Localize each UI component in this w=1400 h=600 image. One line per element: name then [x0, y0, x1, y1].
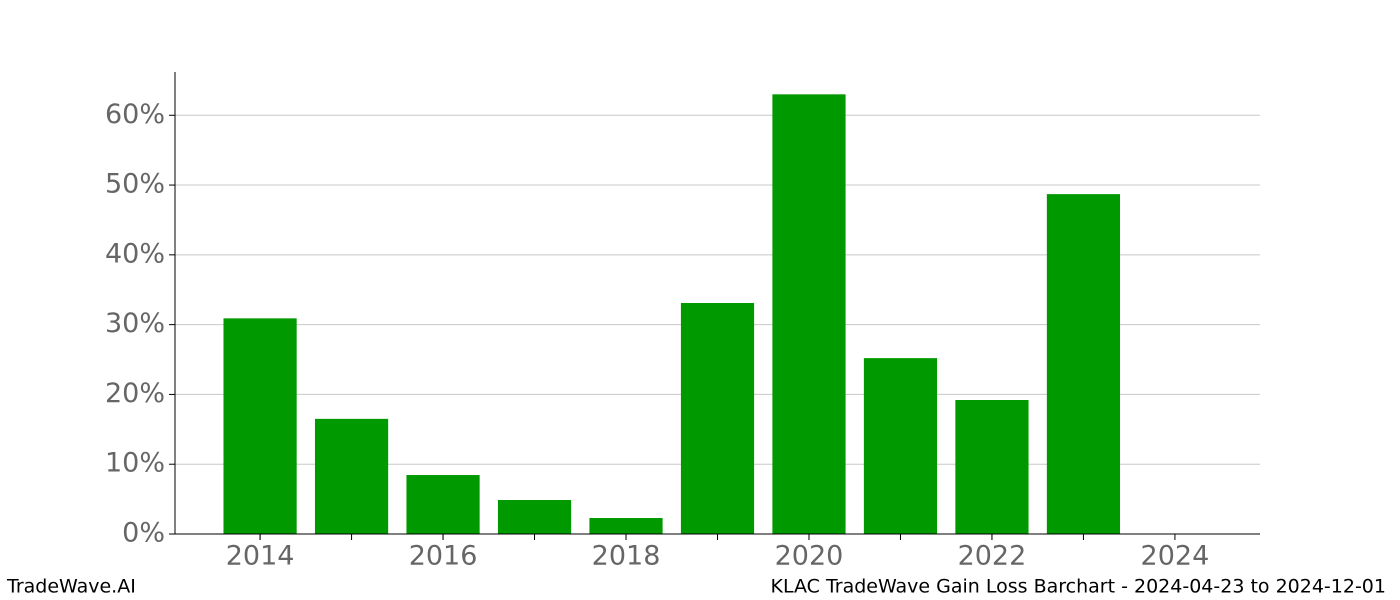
x-tick-label: 2016 — [409, 541, 478, 572]
bar — [223, 318, 297, 534]
x-tick-label: 2022 — [958, 541, 1027, 572]
y-tick-label: 10% — [105, 448, 165, 479]
bar — [863, 358, 938, 534]
y-tick-label: 40% — [105, 238, 165, 269]
chart-title: KLAC TradeWave Gain Loss Barchart - 2024… — [771, 576, 1387, 598]
y-tick-label: 20% — [105, 378, 165, 409]
x-tick-label: 2018 — [592, 541, 661, 572]
bar — [314, 418, 389, 534]
x-tick-label: 2020 — [775, 541, 844, 572]
bar — [406, 475, 480, 534]
bar — [589, 518, 663, 534]
y-tick-label: 50% — [105, 169, 165, 200]
y-tick-label: 30% — [105, 308, 165, 339]
y-tick-label: 0% — [122, 518, 165, 549]
x-tick-label: 2014 — [226, 541, 295, 572]
bar — [497, 500, 572, 534]
x-tick-label: 2024 — [1141, 541, 1210, 572]
bar — [680, 303, 755, 534]
brand: TradeWave.AI — [6, 576, 136, 598]
bar — [955, 400, 1029, 534]
bar — [772, 94, 846, 534]
bar — [1046, 194, 1121, 534]
y-tick-label: 60% — [105, 99, 165, 130]
